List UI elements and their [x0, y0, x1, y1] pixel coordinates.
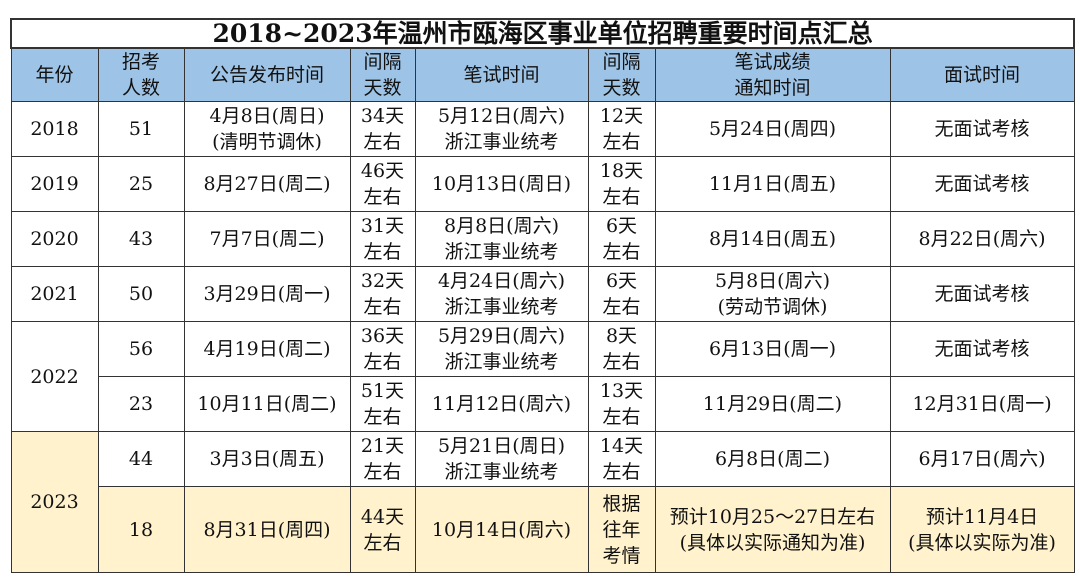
cell-gap1: 32天 左右 — [349, 266, 416, 322]
cell-year: 2023 — [10, 431, 99, 573]
cell-count: 56 — [97, 321, 185, 377]
table-row: 2021 50 3月29日(周一) 32天 左右 4月24日(周六) 浙江事业统考 6天 … — [10, 266, 1075, 322]
cell-score: 6月13日(周一) — [654, 321, 891, 377]
cell-score: 预计10月25～27日左右 (具体以实际通知为准) — [654, 486, 891, 573]
table-row: 23 10月11日(周二) 51天 左右 11月12日(周六) 13天 左右 11月29日… — [11, 376, 1075, 432]
header-year: 年份 — [10, 47, 99, 102]
cell-gap2: 14天 左右 — [587, 431, 656, 487]
cell-exam: 10月13日(周日) — [414, 156, 589, 212]
cell-exam: 4月24日(周六) 浙江事业统考 — [414, 266, 589, 322]
cell-gap1: 46天 左右 — [349, 156, 416, 212]
cell-count: 23 — [97, 376, 185, 432]
cell-exam: 8月8日(周六) 浙江事业统考 — [414, 211, 589, 267]
cell-interview: 无面试考核 — [889, 321, 1075, 377]
cell-announce: 8月31日(周四) — [183, 486, 351, 573]
cell-interview: 无面试考核 — [889, 101, 1075, 157]
cell-count: 51 — [97, 101, 185, 157]
cell-gap1: 34天 左右 — [349, 101, 416, 157]
cell-year: 2018 — [10, 101, 99, 157]
table-row: 18 8月31日(周四) 44天 左右 10月14日(周六) 根据 往年 考情 预计10月… — [11, 486, 1075, 573]
cell-gap2: 根据 往年 考情 — [587, 486, 656, 573]
cell-announce: 3月29日(周一) — [183, 266, 351, 322]
table-row: 2018 51 4月8日(周日) (清明节调休) 34天 左右 5月12日(周六) 浙江… — [10, 101, 1075, 157]
cell-score: 8月14日(周五) — [654, 211, 891, 267]
cell-announce: 4月19日(周二) — [183, 321, 351, 377]
cell-count: 43 — [97, 211, 185, 267]
cell-score: 6月8日(周二) — [654, 431, 891, 487]
cell-exam: 11月12日(周六) — [414, 376, 589, 432]
cell-gap2: 6天 左右 — [587, 266, 656, 322]
cell-interview: 12月31日(周一) — [889, 376, 1075, 432]
header-announce: 公告发布时间 — [183, 47, 351, 102]
cell-year: 2020 — [10, 211, 99, 267]
cell-gap1: 36天 左右 — [349, 321, 416, 377]
header-score: 笔试成绩 通知时间 — [654, 47, 891, 102]
cell-announce: 10月11日(周二) — [183, 376, 351, 432]
cell-year: 2019 — [10, 156, 99, 212]
cell-count: 25 — [97, 156, 185, 212]
cell-score: 5月8日(周六) (劳动节调休) — [654, 266, 891, 322]
cell-gap2: 18天 左右 — [587, 156, 656, 212]
table-title: 2018~2023年温州市瓯海区事业单位招聘重要时间点汇总 — [9, 18, 1076, 49]
cell-interview: 6月17日(周六) — [889, 431, 1075, 487]
header-gap2: 间隔 天数 — [587, 47, 656, 102]
cell-score: 11月1日(周五) — [654, 156, 891, 212]
cell-gap1: 21天 左右 — [349, 431, 416, 487]
header-gap1: 间隔 天数 — [349, 47, 416, 102]
cell-announce: 8月27日(周二) — [183, 156, 351, 212]
cell-score: 11月29日(周二) — [654, 376, 891, 432]
table-row: 2020 43 7月7日(周二) 31天 左右 8月8日(周六) 浙江事业统考 6天 左右… — [10, 211, 1075, 267]
header-exam: 笔试时间 — [414, 47, 589, 102]
cell-count: 50 — [97, 266, 185, 322]
cell-exam: 5月29日(周六) 浙江事业统考 — [414, 321, 589, 377]
header-count: 招考 人数 — [97, 47, 185, 102]
cell-year: 2021 — [10, 266, 99, 322]
cell-gap1: 44天 左右 — [349, 486, 416, 573]
cell-interview: 无面试考核 — [889, 266, 1075, 322]
cell-gap2: 8天 左右 — [587, 321, 656, 377]
cell-gap2: 13天 左右 — [587, 376, 656, 432]
cell-announce: 4月8日(周日) (清明节调休) — [183, 101, 351, 157]
cell-interview: 预计11月4日 (具体以实际为准) — [889, 486, 1075, 573]
header-interview: 面试时间 — [889, 47, 1075, 102]
cell-announce: 7月7日(周二) — [183, 211, 351, 267]
cell-count: 18 — [97, 486, 185, 573]
cell-interview: 无面试考核 — [889, 156, 1075, 212]
cell-score: 5月24日(周四) — [654, 101, 891, 157]
cell-exam: 5月12日(周六) 浙江事业统考 — [414, 101, 589, 157]
cell-exam: 10月14日(周六) — [414, 486, 589, 573]
table-row: 2022 56 4月19日(周二) 36天 左右 5月29日(周六) 浙江事业统考 8天 … — [10, 321, 1075, 432]
cell-interview: 8月22日(周六) — [889, 211, 1075, 267]
cell-count: 44 — [97, 431, 185, 487]
table-row: 2023 44 3月3日(周五) 21天 左右 5月21日(周日) 浙江事业统考 14天 … — [10, 431, 1075, 573]
table-row: 2019 25 8月27日(周二) 46天 左右 10月13日(周日) 18天 左右 11月… — [10, 156, 1075, 212]
recruitment-timeline-table: 2018~2023年温州市瓯海区事业单位招聘重要时间点汇总 年份 招考 人数 公… — [9, 18, 1076, 573]
cell-gap1: 51天 左右 — [349, 376, 416, 432]
cell-gap1: 31天 左右 — [349, 211, 416, 267]
cell-year: 2022 — [10, 321, 99, 432]
cell-gap2: 12天 左右 — [587, 101, 656, 157]
cell-announce: 3月3日(周五) — [183, 431, 351, 487]
cell-exam: 5月21日(周日) 浙江事业统考 — [414, 431, 589, 487]
cell-gap2: 6天 左右 — [587, 211, 656, 267]
